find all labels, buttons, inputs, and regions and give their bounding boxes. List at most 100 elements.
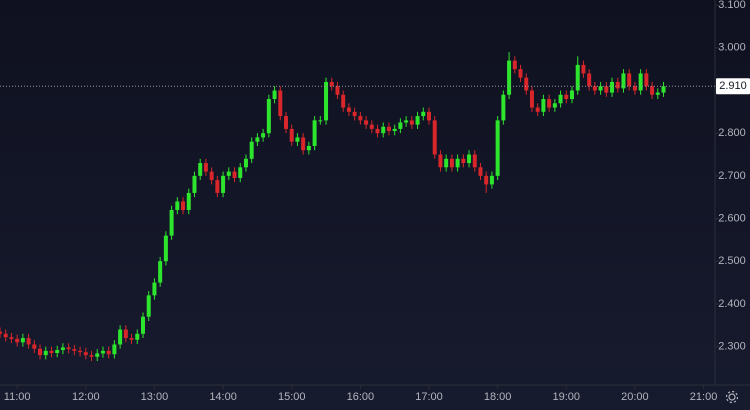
candle-body (364, 120, 369, 125)
candle-body (15, 338, 20, 343)
x-tick-label: 11:00 (4, 391, 31, 403)
candle-body (66, 347, 71, 350)
candle-body (581, 64, 586, 74)
settings-icon[interactable] (725, 390, 739, 404)
candle-body (587, 73, 592, 87)
y-tick-label: 3.100 (718, 0, 746, 11)
candle-body (329, 81, 334, 87)
candle-body (306, 145, 311, 151)
candle-body (32, 344, 37, 349)
candle-body (644, 73, 649, 87)
candle-body (512, 60, 517, 70)
candle-body (615, 81, 620, 89)
candle-body (592, 86, 597, 91)
x-tick-label: 13:00 (141, 391, 169, 403)
candle-body (278, 90, 283, 117)
candle-body (3, 333, 8, 338)
candle-body (284, 116, 288, 129)
candle-body (621, 73, 626, 89)
candle-body (112, 344, 117, 355)
y-tick-label: 2.700 (718, 170, 746, 182)
candle-body (507, 60, 512, 95)
last-price-label: 2.910 (719, 80, 747, 92)
candle-body (158, 261, 163, 283)
candle-body (386, 126, 391, 132)
candle-body (255, 137, 260, 142)
candle-body (346, 107, 351, 112)
candle-body (272, 90, 277, 100)
x-tick-label: 20:00 (621, 391, 649, 403)
candle-body (266, 99, 271, 134)
candle-body (570, 90, 574, 100)
candle-body (472, 154, 477, 168)
candle-body (638, 73, 643, 91)
candle-body (552, 103, 557, 108)
candle-body (358, 116, 363, 121)
y-tick-label: 2.300 (718, 340, 746, 352)
candle-body (95, 353, 100, 357)
candle-body (421, 111, 426, 117)
candle-body (129, 338, 134, 340)
candle-body (489, 175, 494, 185)
x-tick-label: 17:00 (415, 391, 443, 403)
candle-body (55, 350, 60, 353)
candle-body (141, 316, 145, 334)
candle-body (163, 235, 168, 262)
candle-body (152, 282, 157, 296)
candle-body (146, 295, 151, 317)
candle-body (49, 350, 54, 353)
candle-body (249, 141, 254, 159)
candle-body (467, 154, 472, 164)
candle-body (409, 120, 414, 125)
candle-body (524, 77, 529, 91)
candle-body (72, 349, 77, 351)
x-tick-label: 14:00 (209, 391, 237, 403)
candle-body (352, 111, 357, 117)
x-tick-label: 19:00 (553, 391, 581, 403)
candle-body (43, 350, 48, 356)
candle-body (83, 352, 88, 356)
candle-body (541, 99, 546, 112)
candle-body (301, 137, 306, 151)
candle-body (415, 116, 420, 125)
candle-body (661, 86, 666, 93)
x-tick-label: 21:00 (690, 391, 718, 403)
candle-body (175, 201, 180, 210)
candle-body (558, 94, 563, 104)
candle-body (404, 120, 409, 123)
candle-body (243, 158, 248, 168)
candle-body (60, 347, 65, 350)
candle-body (238, 167, 243, 178)
candle-body (289, 128, 294, 142)
x-tick-label: 12:00 (72, 391, 100, 403)
candle-body (335, 86, 340, 95)
candle-body (627, 73, 632, 87)
candle-body (650, 86, 655, 95)
candle-body (192, 175, 197, 193)
candle-body (529, 90, 534, 108)
candle-body (632, 86, 637, 91)
candle-body (478, 167, 483, 176)
candle-body (186, 192, 191, 210)
candle-body (38, 348, 43, 356)
candle-body (226, 171, 231, 176)
y-tick-label: 2.800 (718, 127, 746, 139)
candle-body (461, 158, 466, 164)
candle-body (575, 64, 580, 91)
candle-body (198, 163, 203, 176)
x-tick-label: 18:00 (484, 391, 512, 403)
candle-body (123, 329, 128, 339)
candle-body (610, 81, 615, 93)
candle-body (203, 163, 208, 172)
candle-body (209, 171, 214, 181)
candle-body (89, 355, 94, 357)
candle-body (375, 128, 380, 134)
candle-body (444, 158, 449, 168)
candle-body (100, 350, 105, 354)
candle-body (495, 120, 500, 176)
candle-body (427, 111, 431, 121)
candle-body (381, 126, 386, 134)
candle-body (20, 338, 25, 343)
